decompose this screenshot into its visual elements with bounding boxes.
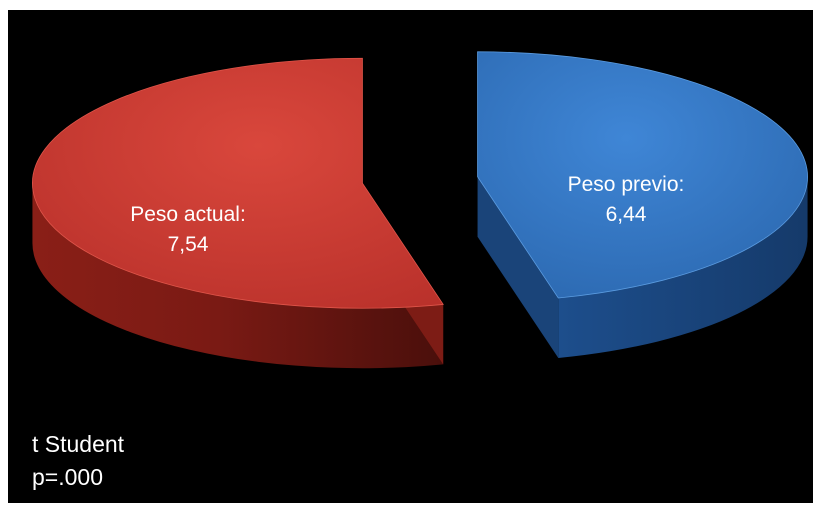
pie-chart: [32, 51, 808, 369]
slice-rim-peso-actual: [32, 183, 444, 369]
slice-label-peso-previo: Peso previo: 6,44: [516, 170, 736, 230]
test-name: t Student: [32, 431, 125, 457]
slice-top-peso-previo: [477, 51, 808, 299]
slice-value: 6,44: [605, 203, 647, 226]
slice-rim-peso-previo: [558, 176, 808, 358]
statistical-note: t Student p=.000: [32, 428, 124, 494]
slice-category: Peso previo:: [567, 173, 685, 196]
slice-peso-actual: [32, 57, 444, 369]
slice-cut-face-peso-previo: [477, 176, 559, 358]
slice-peso-previo: [477, 51, 808, 358]
p-value: p=.000: [32, 464, 103, 490]
slice-label-peso-actual: Peso actual: 7,54: [78, 200, 298, 260]
slice-top-peso-actual: [32, 57, 444, 309]
slice-category: Peso actual:: [130, 203, 246, 226]
chart-area: Peso actual: 7,54 Peso previo: 6,44 t St…: [8, 10, 813, 503]
slice-value: 7,54: [167, 233, 209, 256]
